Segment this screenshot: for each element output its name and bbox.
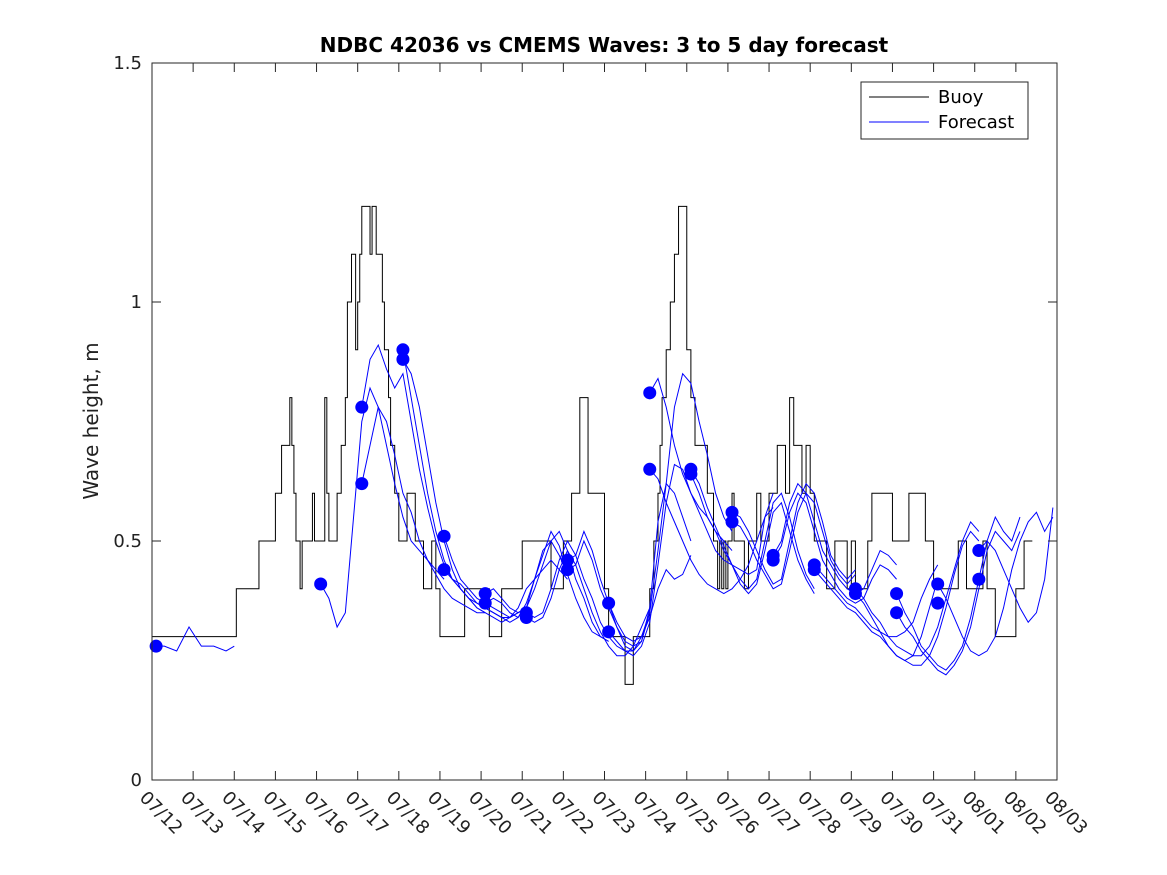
x-tick-label: 07/14: [217, 787, 269, 839]
forecast-series-line: [896, 515, 1021, 671]
marker-layer: [149, 343, 986, 653]
ticks-layer: 07/1207/1307/1407/1507/1607/1707/1807/19…: [113, 53, 1091, 839]
forecast-start-marker: [602, 625, 616, 639]
forecast-series-line: [855, 530, 980, 666]
forecast-series-line: [608, 372, 733, 652]
forecast-start-marker: [560, 563, 574, 577]
forecast-start-marker: [314, 577, 328, 591]
legend-box: [860, 81, 1029, 140]
x-tick-label: 07/16: [300, 787, 352, 839]
y-tick-label: 0.5: [113, 531, 142, 552]
forecast-start-marker: [766, 553, 780, 567]
forecast-series-line: [896, 530, 1021, 676]
legend: Buoy Forecast: [860, 81, 1029, 140]
legend-label-forecast: Forecast: [938, 112, 1014, 133]
x-tick-label: 08/02: [999, 787, 1051, 839]
forecast-series-line: [443, 536, 568, 619]
x-tick-label: 07/17: [341, 787, 393, 839]
forecast-start-marker: [602, 596, 616, 610]
y-axis-label: Wave height, m: [79, 342, 103, 499]
forecast-series-line: [978, 507, 1054, 624]
forecast-start-marker: [890, 587, 904, 601]
x-tick-label: 07/27: [752, 787, 804, 839]
x-tick-label: 07/21: [505, 787, 557, 839]
x-tick-label: 07/13: [176, 787, 228, 839]
y-tick-label: 0: [131, 770, 142, 791]
forecast-series-line: [402, 349, 527, 618]
forecast-start-marker: [560, 553, 574, 567]
forecast-series-line: [484, 530, 609, 642]
forecast-start-marker: [437, 563, 451, 577]
forecast-start-marker: [478, 587, 492, 601]
x-tick-label: 07/29: [834, 787, 886, 839]
forecast-series-line: [772, 482, 897, 595]
y-tick-label: 1: [131, 292, 142, 313]
forecast-series-line: [484, 530, 609, 642]
forecast-series-line: [443, 540, 568, 623]
forecast-series-line: [649, 377, 774, 576]
x-tick-label: 07/31: [917, 787, 969, 839]
series-layer: [152, 205, 1054, 685]
forecast-start-marker: [972, 544, 986, 558]
y-tick-label: 1.5: [113, 53, 142, 74]
forecast-start-marker: [519, 610, 533, 624]
forecast-series-line: [361, 405, 486, 614]
axes-box: [151, 62, 1058, 781]
forecast-start-marker: [355, 400, 369, 414]
forecast-series-line: [567, 530, 692, 642]
forecast-start-marker: [848, 587, 862, 601]
x-tick-label: 07/18: [382, 787, 434, 839]
forecast-series-line: [731, 482, 856, 585]
forecast-series-line: [937, 511, 1054, 657]
forecast-start-marker: [643, 462, 657, 476]
forecast-start-marker: [149, 639, 163, 653]
x-tick-label: 07/22: [546, 787, 598, 839]
forecast-series-line: [690, 473, 815, 595]
x-tick-label: 07/12: [135, 787, 187, 839]
forecast-start-marker: [396, 343, 410, 357]
legend-label-buoy: Buoy: [938, 87, 984, 108]
forecast-series-line: [152, 626, 235, 652]
forecast-start-marker: [725, 515, 739, 529]
forecast-start-marker: [807, 563, 821, 577]
forecast-start-marker: [396, 352, 410, 366]
forecast-series-line: [402, 359, 527, 623]
x-tick-label: 08/01: [958, 787, 1010, 839]
x-tick-label: 07/28: [793, 787, 845, 839]
forecast-start-marker: [972, 572, 986, 586]
x-tick-label: 07/24: [629, 787, 681, 839]
forecast-series-line: [567, 482, 692, 647]
forecast-start-marker: [478, 596, 492, 610]
x-tick-label: 08/03: [1040, 787, 1092, 839]
forecast-series-line: [649, 468, 774, 595]
x-tick-label: 07/23: [588, 787, 640, 839]
forecast-start-marker: [684, 467, 698, 481]
x-tick-label: 07/19: [423, 787, 475, 839]
forecast-series-line: [731, 492, 856, 590]
forecast-series-line: [690, 469, 815, 590]
forecast-series-line: [526, 549, 651, 657]
forecast-series-line: [772, 492, 897, 604]
forecast-start-marker: [931, 596, 945, 610]
forecast-series-line: [320, 386, 445, 629]
x-tick-label: 07/20: [464, 787, 516, 839]
forecast-start-marker: [437, 529, 451, 543]
chart-title: NDBC 42036 vs CMEMS Waves: 3 to 5 day fo…: [320, 33, 889, 57]
forecast-start-marker: [931, 577, 945, 591]
forecast-start-marker: [725, 505, 739, 519]
forecast-series-line: [813, 564, 939, 638]
forecast-start-marker: [643, 386, 657, 400]
x-tick-label: 07/30: [876, 787, 928, 839]
forecast-start-marker: [890, 606, 904, 620]
x-tick-label: 07/26: [711, 787, 763, 839]
forecast-series-line: [813, 569, 939, 662]
x-tick-label: 07/15: [258, 787, 310, 839]
x-tick-label: 07/25: [670, 787, 722, 839]
forecast-series-line: [855, 520, 980, 657]
forecast-start-marker: [355, 477, 369, 491]
